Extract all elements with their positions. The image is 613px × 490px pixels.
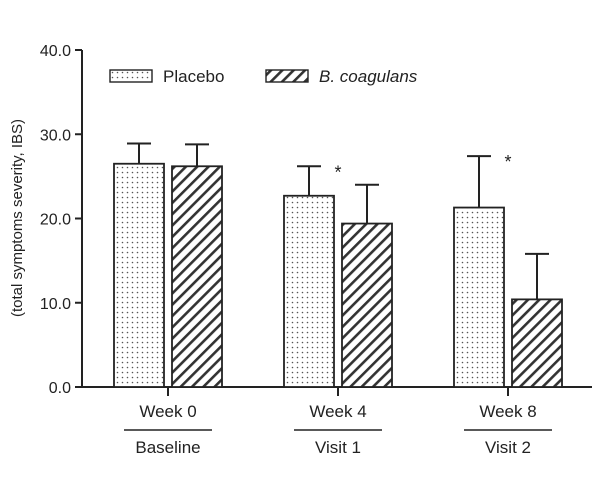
significance-marker: * bbox=[504, 152, 511, 172]
y-tick-label: 30.0 bbox=[40, 127, 71, 144]
axes: 0.0 10.0 20.0 30.0 40.0 Week 0 Baseline Week 4 V… bbox=[40, 43, 592, 457]
bar-placebo bbox=[113, 162, 165, 388]
bar-placebo bbox=[453, 206, 505, 388]
y-tick-label: 10.0 bbox=[40, 296, 71, 313]
y-tick-label: 20.0 bbox=[40, 212, 71, 229]
bar-b-coagulans bbox=[511, 298, 563, 388]
x-subcategory-label: Visit 1 bbox=[315, 438, 361, 457]
bar-placebo bbox=[283, 194, 335, 388]
legend-swatch-b-coagulans bbox=[265, 69, 309, 83]
x-tick-label: Week 8 bbox=[479, 402, 536, 421]
bar-b-coagulans bbox=[171, 165, 223, 388]
x-subcategory-label: Visit 2 bbox=[485, 438, 531, 457]
legend-swatch-placebo bbox=[109, 69, 153, 83]
x-tick-label: Week 4 bbox=[309, 402, 366, 421]
legend-label-b-coagulans: B. coagulans bbox=[319, 67, 418, 86]
bars: ** bbox=[113, 142, 563, 388]
bar-b-coagulans bbox=[341, 222, 393, 388]
y-axis-label: (total symptoms severity, IBS) bbox=[9, 119, 26, 317]
legend-label-placebo: Placebo bbox=[163, 67, 224, 86]
legend: Placebo B. coagulans bbox=[109, 67, 418, 86]
significance-marker: * bbox=[334, 162, 341, 182]
y-tick-label: 0.0 bbox=[49, 380, 71, 397]
y-tick-label: 40.0 bbox=[40, 43, 71, 60]
x-subcategory-label: Baseline bbox=[135, 438, 200, 457]
x-tick-label: Week 0 bbox=[139, 402, 196, 421]
